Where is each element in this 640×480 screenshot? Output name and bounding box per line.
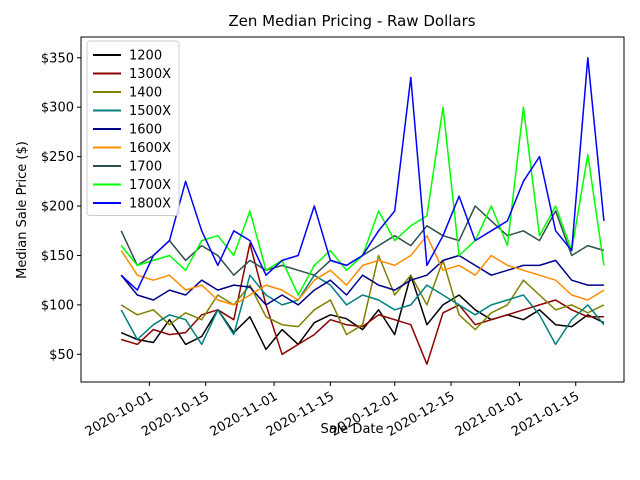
legend-label-1300x: 1300X [129, 67, 171, 82]
series-line-1500x [120, 274, 605, 346]
chart-title: Zen Median Pricing - Raw Dollars [228, 12, 475, 30]
series-line-1600 [120, 254, 604, 306]
plot-area-frame [80, 36, 625, 383]
y-tick-label: $150 [41, 249, 74, 264]
y-axis-label: Median Sale Price ($) [15, 141, 30, 279]
legend-label-1800x: 1800X [129, 197, 171, 212]
legend-label-1700x: 1700X [129, 178, 171, 193]
legend-label-1600: 1600 [129, 123, 162, 138]
y-tick-label: $100 [41, 298, 74, 313]
y-tick-label: $50 [49, 348, 74, 363]
legend-label-1200: 1200 [129, 49, 162, 64]
series-line-1800x [120, 57, 605, 291]
x-axis-label: Sale Date [320, 422, 383, 437]
series-line-1600x [120, 234, 605, 306]
y-axis: $50 $100 $150 $200 $250 $300 $350 [41, 51, 81, 363]
series-line-1200 [120, 274, 605, 351]
legend: 1200 1300X 1400 1500X 1600 1600X 1700 1700X 1800… [86, 40, 180, 216]
legend-box [86, 40, 180, 216]
legend-label-1700: 1700 [129, 160, 162, 175]
series-layer [120, 57, 605, 365]
legend-label-1500x: 1500X [129, 104, 171, 119]
y-tick-label: $350 [41, 51, 74, 66]
series-line-1400 [120, 254, 605, 336]
series-line-1300x [120, 242, 604, 365]
y-tick-label: $300 [41, 101, 74, 116]
legend-label-1400: 1400 [129, 86, 162, 101]
y-tick-label: $200 [41, 200, 74, 215]
y-tick-label: $250 [41, 150, 74, 165]
legend-label-1600x: 1600X [129, 141, 171, 156]
